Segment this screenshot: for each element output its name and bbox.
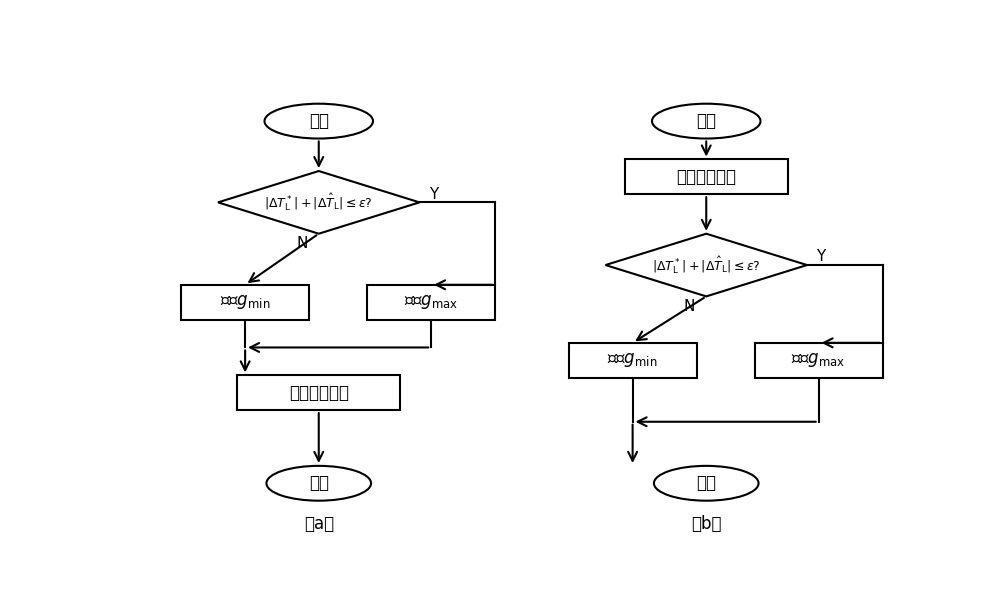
Text: 结束: 结束 <box>309 475 329 492</box>
Bar <box>237 375 400 410</box>
Ellipse shape <box>652 104 761 139</box>
Text: $|\Delta T^*_\mathrm{L}|+|\Delta\hat{T}_\mathrm{L}|\leq\varepsilon$?: $|\Delta T^*_\mathrm{L}|+|\Delta\hat{T}_… <box>652 254 761 276</box>
Ellipse shape <box>266 466 371 500</box>
Bar <box>569 343 697 377</box>
Text: 结束: 结束 <box>696 475 716 492</box>
Text: $|\Delta T^*_\mathrm{L}|+|\Delta\hat{T}_\mathrm{L}|\leq\varepsilon$?: $|\Delta T^*_\mathrm{L}|+|\Delta\hat{T}_… <box>264 192 373 213</box>
Ellipse shape <box>654 466 759 500</box>
Bar <box>755 343 883 377</box>
Text: 转矩观测辨识: 转矩观测辨识 <box>289 384 349 402</box>
Ellipse shape <box>264 104 373 139</box>
Text: Y: Y <box>816 249 826 264</box>
Polygon shape <box>218 171 420 234</box>
Bar <box>625 159 788 194</box>
Text: N: N <box>684 299 695 314</box>
Text: N: N <box>296 236 307 251</box>
Text: （a）: （a） <box>304 515 334 532</box>
Bar <box>367 285 495 320</box>
Polygon shape <box>606 234 807 297</box>
Bar <box>181 285 309 320</box>
Text: 选取$g_{\mathrm{max}}$: 选取$g_{\mathrm{max}}$ <box>791 351 846 369</box>
Text: 选取$g_{\mathrm{max}}$: 选取$g_{\mathrm{max}}$ <box>404 293 458 311</box>
Text: 开始: 开始 <box>309 112 329 130</box>
Text: 选取$g_{\mathrm{min}}$: 选取$g_{\mathrm{min}}$ <box>607 351 658 369</box>
Text: Y: Y <box>429 186 438 201</box>
Text: 开始: 开始 <box>696 112 716 130</box>
Text: 选取$g_{\mathrm{min}}$: 选取$g_{\mathrm{min}}$ <box>220 293 270 311</box>
Text: （b）: （b） <box>691 515 722 532</box>
Text: 转矩观测辨识: 转矩观测辨识 <box>676 168 736 186</box>
